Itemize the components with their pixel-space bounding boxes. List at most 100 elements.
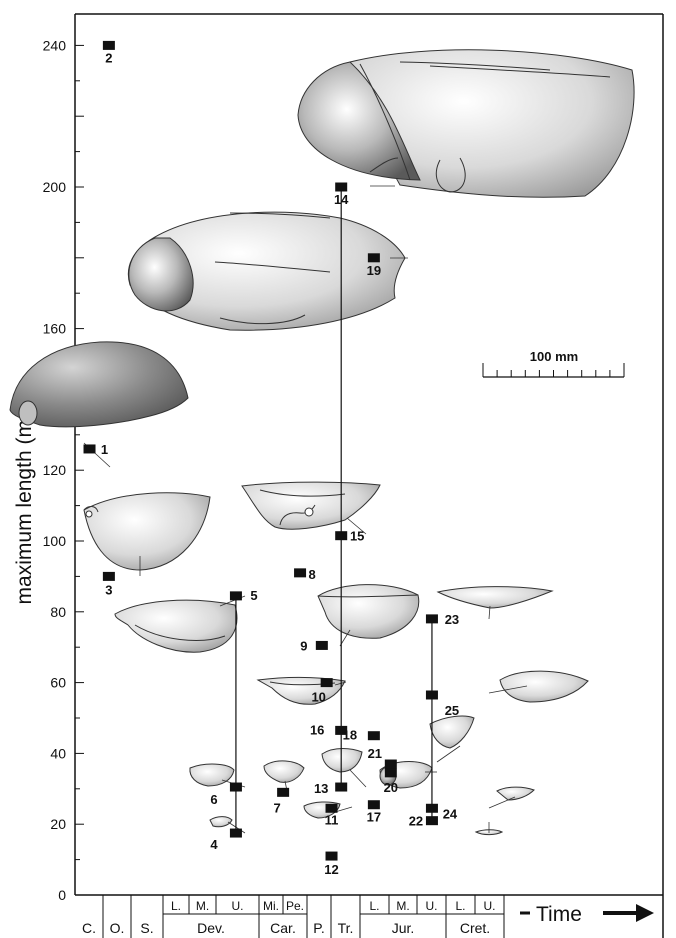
y-ticks — [75, 44, 84, 896]
y-tick-label: 0 — [58, 887, 66, 903]
data-point — [102, 40, 115, 50]
y-tick-label: 20 — [50, 816, 66, 832]
point-label: 18 — [343, 728, 357, 743]
scale-bar-label: 100 mm — [530, 349, 578, 364]
fossil-14-drawing — [297, 49, 635, 198]
point-label: 10 — [311, 690, 325, 705]
period-label: Jur. — [392, 920, 415, 936]
point-label: 19 — [367, 263, 381, 278]
data-points: 1234567891011121314151617181920212223242… — [83, 40, 459, 877]
data-point — [229, 591, 242, 601]
y-tick-label: 240 — [43, 37, 67, 53]
point-label: 22 — [409, 814, 423, 829]
y-axis-title: maximum length (mm) — [13, 396, 36, 605]
time-axis: Time C. O. S. L. M. U. Dev. Mi. Pe. Car. P. Tr. L. M.… — [82, 895, 654, 938]
point-label: 13 — [314, 781, 328, 796]
data-point — [294, 568, 307, 578]
time-label: Time — [536, 903, 582, 926]
y-tick-label: 100 — [43, 533, 67, 549]
point-label: 16 — [310, 722, 324, 737]
fossil-7-drawing — [263, 760, 305, 783]
data-point — [335, 182, 348, 192]
data-point — [367, 253, 380, 263]
fossil-13-drawing — [321, 748, 363, 773]
point-label: 20 — [384, 780, 398, 795]
fossil-21-drawing — [429, 715, 475, 749]
data-point — [315, 640, 328, 650]
time-arrow: Time — [520, 903, 654, 926]
fossil-24-drawing — [496, 786, 535, 801]
period-label: Dev. — [197, 920, 225, 936]
fossil-15-drawing — [241, 481, 381, 530]
fossil-23-drawing — [436, 586, 554, 609]
sub-period-label: L. — [171, 899, 181, 913]
data-point — [425, 614, 438, 624]
point-label: 12 — [324, 862, 338, 877]
sub-period-label: U. — [426, 899, 438, 913]
point-label: 9 — [300, 638, 307, 653]
sub-period-label: U. — [232, 899, 244, 913]
point-label: 24 — [443, 806, 458, 821]
fossil-19-drawing — [127, 211, 406, 331]
data-point — [229, 782, 242, 792]
point-label: 1 — [101, 442, 108, 457]
period-label: O. — [110, 920, 125, 936]
range-lines — [235, 187, 433, 834]
point-label: 23 — [445, 612, 459, 627]
period-label: P. — [313, 920, 324, 936]
data-point — [384, 768, 397, 778]
point-label: 4 — [210, 837, 218, 852]
point-label: 7 — [274, 800, 281, 815]
data-point — [335, 725, 348, 735]
data-point — [367, 731, 380, 741]
period-label: C. — [82, 920, 96, 936]
fossil-9-drawing — [317, 584, 420, 639]
leader-lines — [83, 185, 528, 834]
y-tick-label: 120 — [43, 462, 67, 478]
sub-period-label: L. — [369, 899, 379, 913]
sub-period-label: M. — [396, 899, 409, 913]
sub-period-label: Mi. — [263, 899, 279, 913]
fossil-drawings — [9, 49, 635, 836]
data-point — [335, 782, 348, 792]
point-label: 6 — [210, 792, 217, 807]
period-label: S. — [140, 920, 153, 936]
period-label: Car. — [270, 920, 296, 936]
data-point — [277, 787, 290, 797]
fossil-5-drawing — [114, 599, 238, 653]
data-point — [102, 571, 115, 581]
data-point — [425, 816, 438, 826]
data-point — [83, 444, 96, 454]
sub-period-label: U. — [484, 899, 496, 913]
y-tick-labels: 0 20 40 60 80 100 120 160 200 240 — [43, 37, 67, 903]
plot-frame — [74, 13, 664, 938]
sub-period-label: L. — [455, 899, 465, 913]
y-tick-label: 80 — [50, 604, 66, 620]
data-point — [325, 851, 338, 861]
point-label: 2 — [105, 50, 112, 65]
data-point — [320, 678, 333, 688]
period-label: Cret. — [460, 920, 490, 936]
fossil-4-drawing — [209, 816, 233, 828]
data-point — [425, 803, 438, 813]
point-label: 17 — [367, 810, 381, 825]
fossil-25-drawing — [499, 670, 589, 703]
point-label: 11 — [325, 812, 339, 827]
y-tick-label: 40 — [50, 745, 66, 761]
scale-bar: 100 mm — [482, 349, 625, 378]
y-tick-label: 60 — [50, 675, 66, 691]
fossil-3-drawing — [83, 492, 211, 571]
data-point — [425, 690, 438, 700]
sub-period-label: Pe. — [286, 899, 304, 913]
data-point — [335, 531, 348, 541]
data-point — [384, 759, 397, 769]
data-point — [325, 803, 338, 813]
data-point — [229, 828, 242, 838]
point-label: 25 — [445, 703, 459, 718]
point-label: 21 — [368, 746, 382, 761]
point-label: 8 — [308, 567, 315, 582]
fossil-1-drawing — [9, 341, 189, 428]
point-label: 14 — [334, 192, 349, 207]
data-point — [367, 800, 380, 810]
